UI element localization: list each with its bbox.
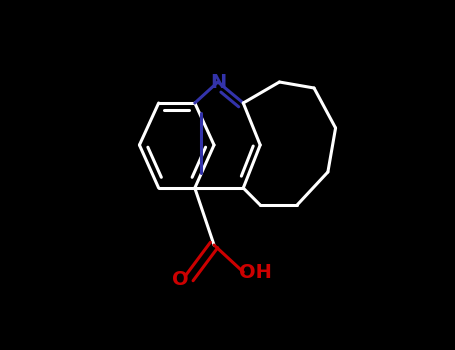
Text: O: O	[172, 270, 189, 289]
Text: OH: OH	[239, 262, 272, 281]
Text: N: N	[210, 72, 226, 91]
